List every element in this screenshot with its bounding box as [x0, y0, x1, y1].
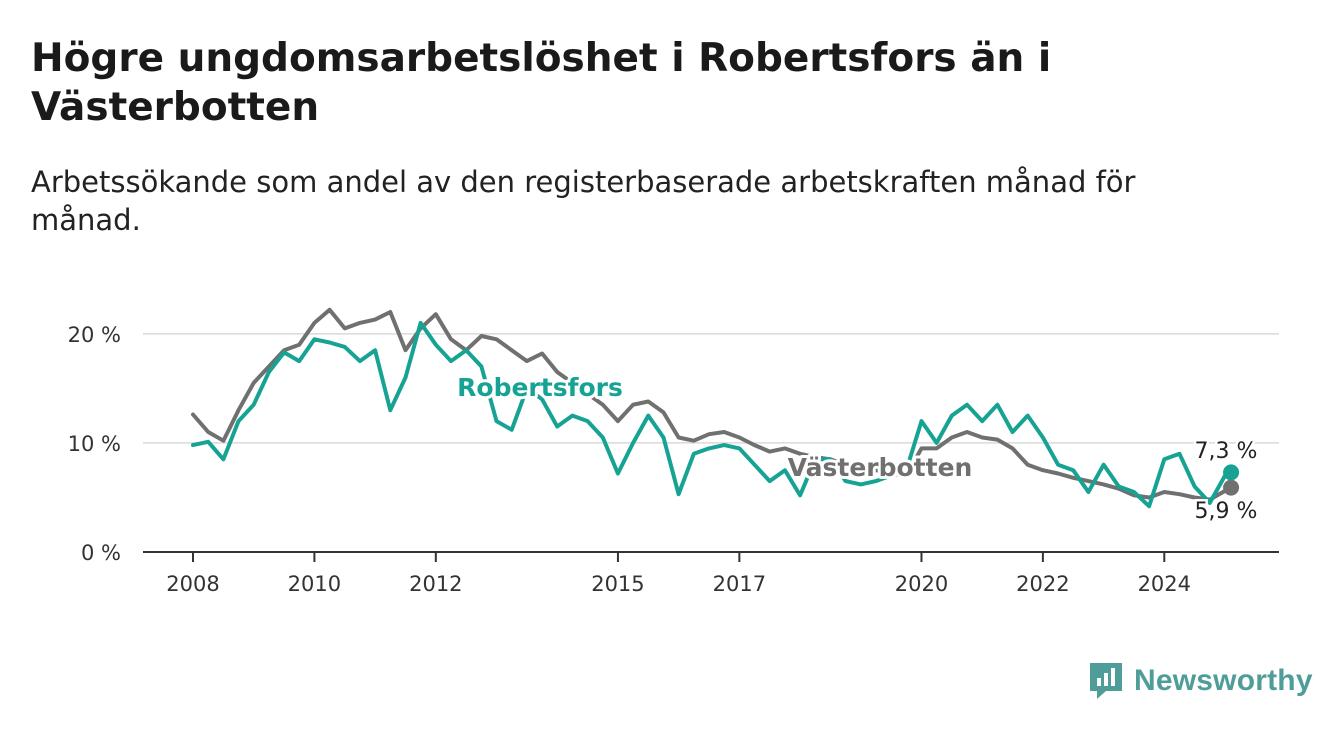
x-tick-label: 2022	[1016, 572, 1069, 596]
end-point-marker	[1223, 479, 1240, 496]
x-tick-label: 2010	[288, 572, 341, 596]
series-label: Västerbotten	[788, 453, 973, 482]
newsworthy-logo[interactable]: Newsworthy	[1088, 659, 1313, 703]
chart-subtitle: Arbetssökande som andel av den registerb…	[31, 165, 1136, 237]
x-tick-label: 2024	[1138, 572, 1191, 596]
y-axis-ticks: 0 % 10 % 20 %	[68, 323, 121, 565]
end-value-label: 5,9 %	[1195, 499, 1258, 524]
x-tick-label: 2015	[591, 572, 644, 596]
end-value-label: 7,3 %	[1195, 439, 1258, 464]
series-line-vsterbotten	[191, 307, 1234, 502]
y-tick-label: 20 %	[68, 323, 121, 347]
series-line-robertsfors	[191, 320, 1234, 509]
end-point-marker	[1223, 464, 1240, 481]
x-tick-label: 2017	[713, 572, 766, 596]
y-tick-label: 0 %	[81, 541, 121, 565]
x-tick-label: 2020	[895, 572, 948, 596]
series-lines	[191, 307, 1240, 509]
x-tick-label: 2008	[166, 572, 219, 596]
y-tick-label: 10 %	[68, 432, 121, 456]
brand-name: Newsworthy	[1134, 664, 1313, 697]
chart-title: Högre ungdomsarbetslöshet i Robertsfors …	[31, 36, 1052, 130]
gridlines	[143, 333, 1279, 553]
series-label: Robertsfors	[457, 373, 623, 402]
series-labels: Robertsfors Västerbotten 7,3 % 5,9 %	[454, 370, 1260, 527]
x-axis-ticks: 2008 2010 2012 2015 2017 2020 2022 2024	[166, 552, 1191, 596]
x-tick-label: 2012	[409, 572, 462, 596]
newsworthy-logo-icon	[1090, 663, 1122, 699]
